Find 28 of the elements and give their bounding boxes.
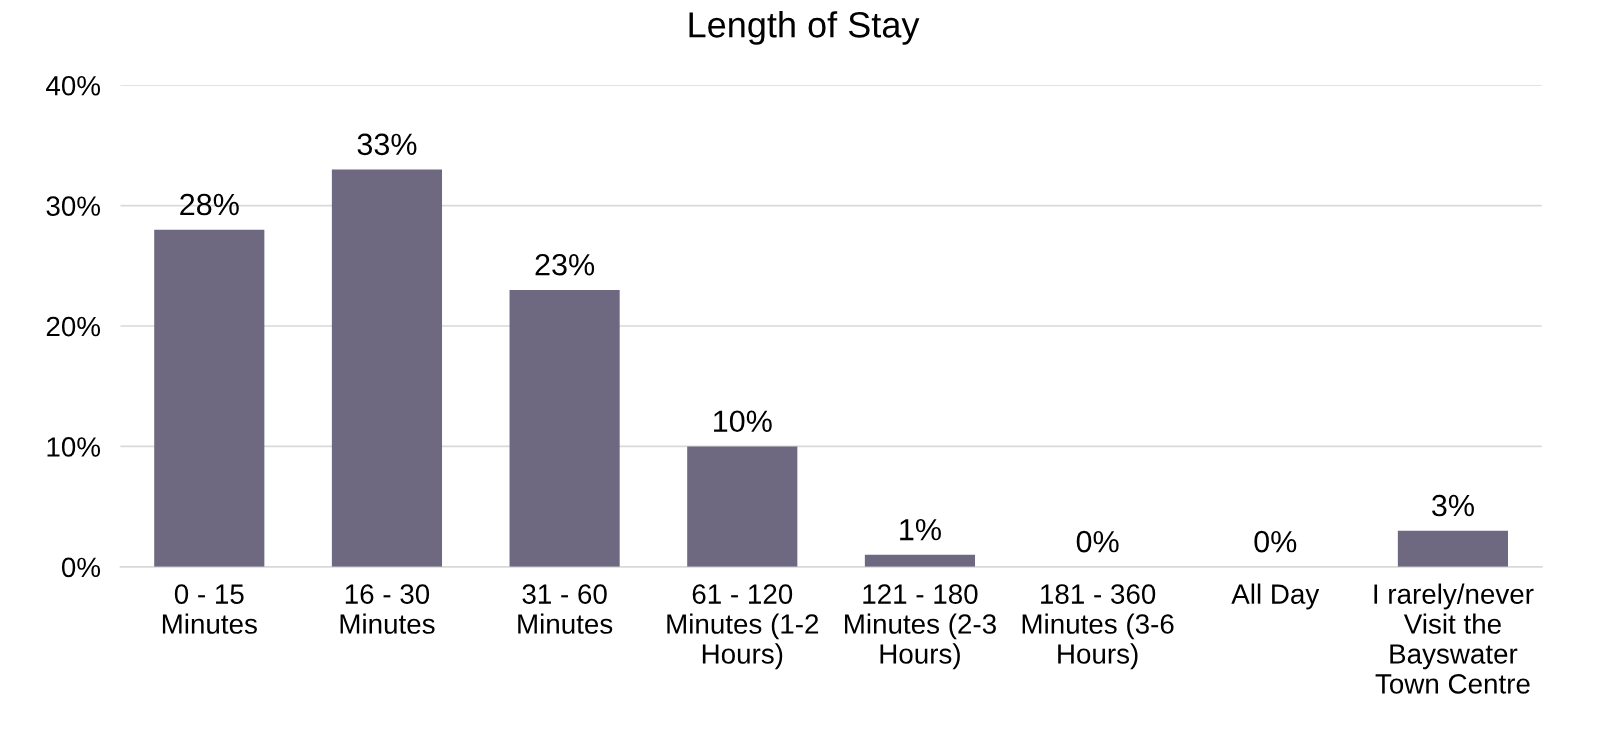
x-tick-label: 16 - 30 Minutes (340, 584, 435, 634)
data-label: 3% (1432, 494, 1474, 517)
data-label: 1% (900, 518, 941, 541)
x-tick-label: All Day (1231, 583, 1320, 610)
bar (154, 229, 265, 567)
bar (687, 446, 798, 567)
x-tick-label: 181 - 360 Minutes (3-6 Hours) (1022, 584, 1174, 670)
y-tick-label: 30% (46, 196, 101, 216)
y-tick-label: 0% (61, 557, 101, 578)
data-label: 33% (357, 133, 417, 156)
x-tick-label: 0 - 15 Minutes (162, 584, 257, 634)
x-tick-label: 61 - 120 Minutes (1-2 Hours) (667, 584, 819, 670)
y-tick-label: 10% (47, 437, 101, 457)
x-tick-label: 121 - 180 Minutes (2-3 Hours) (845, 584, 996, 670)
data-label: 10% (714, 410, 772, 433)
chart-title: Length of Stay (689, 11, 920, 45)
data-label: 23% (535, 253, 595, 276)
x-tick-label: I rarely/never Visit the Bayswater Town Centre (1374, 583, 1534, 694)
data-label: 0% (1254, 530, 1297, 553)
x-tick-label: 31 - 60 Minutes (518, 584, 613, 634)
bar (509, 289, 620, 567)
y-tick-label: 40% (46, 75, 101, 96)
bar (1397, 530, 1508, 567)
data-label: 28% (180, 193, 239, 216)
y-tick-label: 20% (46, 316, 101, 337)
bar (864, 554, 976, 567)
bar (331, 169, 443, 567)
data-label: 0% (1076, 530, 1119, 553)
